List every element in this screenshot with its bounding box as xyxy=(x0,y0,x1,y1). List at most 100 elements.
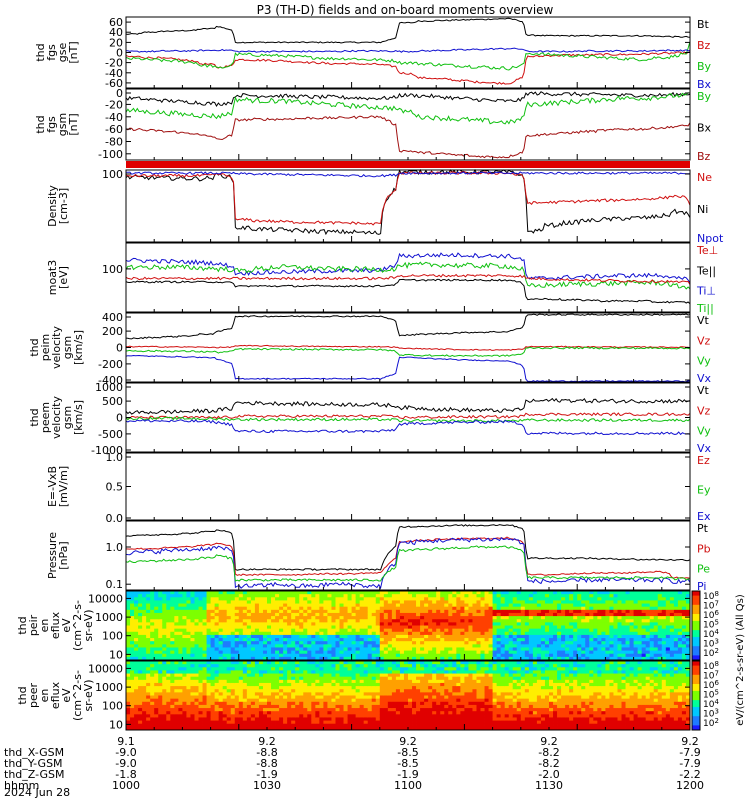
peir-spec-cell xyxy=(581,653,586,658)
peir-spec-cell xyxy=(677,622,683,626)
peir-spec-cell xyxy=(375,600,381,604)
peer-spec-cell xyxy=(279,689,284,693)
peer-spec-cell xyxy=(162,726,167,731)
peir-spec-cell xyxy=(202,634,207,639)
peer-spec-cell xyxy=(242,720,248,725)
peir-spec-cell xyxy=(138,628,143,633)
peer-spec-cell xyxy=(331,701,336,706)
peir-spec-cell xyxy=(331,619,336,623)
peir-spec-cell xyxy=(154,634,159,639)
peir-spec-cell xyxy=(291,638,296,642)
peir-spec-cell xyxy=(299,644,304,648)
peer-spec-cell xyxy=(134,661,139,665)
peir-spec-cell xyxy=(536,634,542,639)
peir-spec-cell xyxy=(557,591,562,595)
peir-spec-cell xyxy=(178,616,183,620)
peir-spec-cell xyxy=(669,634,675,639)
peir-spec-cell xyxy=(279,597,284,601)
peir-spec-cell xyxy=(178,653,183,658)
peer-spec-cell xyxy=(295,676,300,681)
peir-spec-cell xyxy=(287,641,292,645)
peir-spec-cell xyxy=(508,600,514,604)
peir-spec-cell xyxy=(681,591,687,595)
peer-spec-cell xyxy=(291,682,296,687)
peir-spec-cell xyxy=(218,616,224,620)
peir-spec-cell xyxy=(416,644,421,648)
peer-spec-cell xyxy=(242,676,248,681)
peer-spec-cell xyxy=(315,717,320,721)
peer-spec-cell xyxy=(283,676,288,681)
peir-spec-cell xyxy=(468,628,473,633)
peir-spec-cell xyxy=(424,628,429,633)
peir-spec-cell xyxy=(581,606,586,611)
peir-spec-cell xyxy=(488,600,493,604)
peir-spec-cell xyxy=(347,638,352,642)
peer-spec-cell xyxy=(238,676,244,681)
peir-spec-cell xyxy=(605,650,610,655)
peir-spec-cell xyxy=(138,656,143,661)
peer-spec-cell xyxy=(355,701,361,706)
peer-spec-cell xyxy=(186,726,191,731)
peir-spec-cell xyxy=(343,606,348,611)
peer-spec-cell xyxy=(198,723,203,728)
peir-spec-cell xyxy=(339,628,344,633)
peer-spec-cell xyxy=(226,695,232,700)
peir-spec-cell xyxy=(214,603,220,608)
peer-spec-cell xyxy=(295,682,300,687)
peir-spec-cell xyxy=(633,647,639,651)
peir-spec-cell xyxy=(444,619,449,623)
peir-spec-cell xyxy=(553,609,558,614)
peir-spec-cell xyxy=(194,612,199,617)
peir-spec-cell xyxy=(665,644,671,648)
peer-spec-cell xyxy=(214,673,220,678)
peir-spec-cell xyxy=(484,591,489,595)
peir-spec-cell xyxy=(387,647,393,651)
peir-spec-cell xyxy=(279,619,284,623)
peir-spec-cell xyxy=(561,647,566,651)
peir-spec-cell xyxy=(524,650,530,655)
peer-spec-cell xyxy=(262,698,268,703)
peer-spec-cell xyxy=(371,704,377,709)
peer-spec-cell xyxy=(178,701,183,706)
peer-spec-cell xyxy=(130,686,135,690)
peir-spec-cell xyxy=(287,656,292,661)
peer-spec-cell xyxy=(134,692,139,696)
peer-spec-cell xyxy=(307,682,312,687)
peer-spec-cell xyxy=(230,698,236,703)
peir-spec-cell xyxy=(472,650,477,655)
peir-spec-cell xyxy=(549,647,554,651)
peir-spec-cell xyxy=(246,619,252,623)
peir-spec-cell xyxy=(476,634,481,639)
peer-spec-cell xyxy=(323,692,328,696)
peir-spec-cell xyxy=(440,644,445,648)
peir-spec-cell xyxy=(271,628,276,633)
peer-spec-cell xyxy=(371,673,377,678)
peir-spec-cell xyxy=(271,600,276,604)
peer-spec-cell xyxy=(262,692,268,696)
peir-spec-cell xyxy=(524,594,530,598)
peir-spec-cell xyxy=(609,616,614,620)
peer-spec-cell xyxy=(242,717,248,721)
peir-spec-cell xyxy=(375,656,381,661)
peir-spec-cell xyxy=(601,616,606,620)
peir-spec-cell xyxy=(194,641,199,645)
peir-spec-cell xyxy=(476,656,481,661)
peir-spec-cell xyxy=(238,625,244,630)
peer-spec-cell xyxy=(315,667,320,671)
peer-spec-cell xyxy=(250,661,256,665)
peir-spec-cell xyxy=(617,644,622,648)
peer-spec-cell xyxy=(250,670,256,674)
peer-spec-cell xyxy=(331,670,336,674)
peir-spec-cell xyxy=(629,594,634,598)
peir-spec-cell xyxy=(283,603,288,608)
peer-spec-cell xyxy=(383,673,389,678)
peir-spec-cell xyxy=(238,603,244,608)
peer-spec-cell xyxy=(202,664,207,668)
peir-spec-cell xyxy=(544,638,550,642)
peir-spec-cell xyxy=(399,634,405,639)
fgs-gse-ylabel-line: gse xyxy=(56,43,69,63)
peir-spec-cell xyxy=(363,600,369,604)
peir-spec-cell xyxy=(448,619,453,623)
peer-spec-cell xyxy=(271,679,276,684)
peir-spec-cell xyxy=(488,594,493,598)
